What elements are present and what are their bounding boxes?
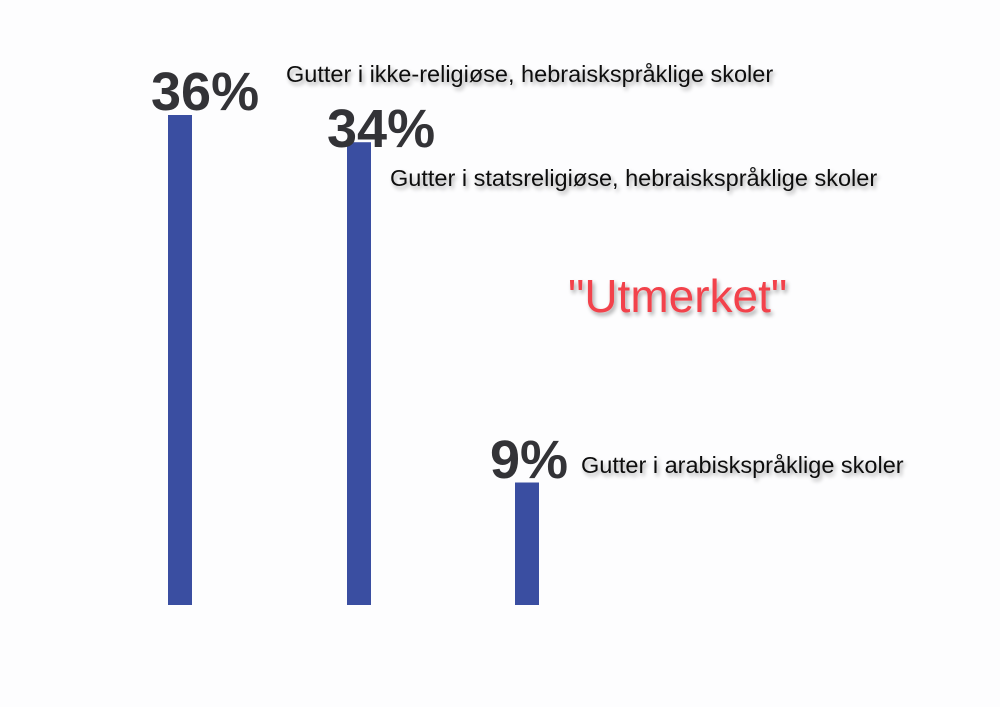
data-label-9: 9% <box>490 430 568 490</box>
bar-1 <box>168 115 192 605</box>
category-label-arabic: Gutter i arabiskspråklige skoler <box>581 452 904 478</box>
bar-3 <box>515 482 539 605</box>
bar-2 <box>347 142 371 605</box>
data-label-36: 36% <box>151 62 259 122</box>
annotation-utmerket: "Utmerket" <box>568 270 787 322</box>
category-label-state-religious: Gutter i statsreligiøse, hebraiskspråkli… <box>390 165 877 191</box>
data-label-34: 34% <box>327 99 435 159</box>
category-label-non-religious: Gutter i ikke-religiøse, hebraiskspråkli… <box>286 61 773 87</box>
